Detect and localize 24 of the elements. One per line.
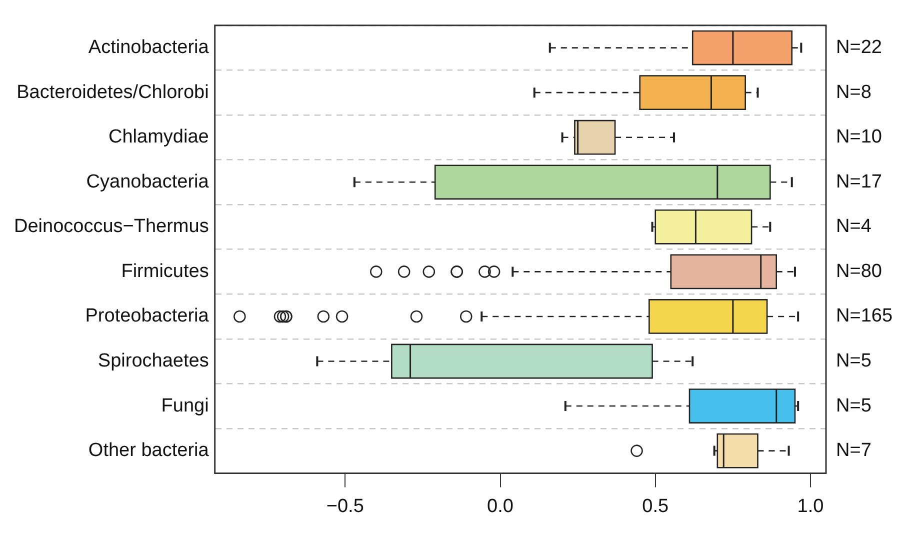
text: N=5: [836, 395, 872, 416]
y-tick-label: Other bacteria: [88, 440, 210, 462]
x-tick-label: 1.0: [797, 496, 824, 517]
text: N=4: [836, 216, 872, 238]
text: N=80: [836, 260, 882, 282]
y-tick-label: Cyanobacteria: [86, 171, 210, 192]
text: N=17: [836, 171, 882, 192]
y-tick-label: Firmicutes: [121, 260, 209, 282]
text: N=5: [836, 350, 872, 372]
y-tick-label: Spirochaetes: [98, 350, 209, 372]
x-tick-label: 0.5: [642, 496, 669, 517]
y-tick-label: Fungi: [161, 395, 209, 416]
y-tick-label: Deinococcus−Thermus: [14, 216, 209, 238]
text: N=7: [836, 440, 872, 462]
y-tick-label: Bacteroidetes/Chlorobi: [16, 82, 209, 103]
text: N=165: [836, 306, 893, 327]
x-tick-label: −0.5: [326, 496, 364, 517]
y-tick-label: Proteobacteria: [85, 306, 210, 327]
y-tick-label: Chlamydiae: [108, 126, 209, 148]
y-tick-label: Actinobacteria: [88, 37, 210, 58]
text: N=22: [836, 37, 882, 58]
x-tick-label: 0.0: [487, 496, 514, 517]
text: N=10: [836, 126, 882, 148]
text: N=8: [836, 82, 872, 103]
